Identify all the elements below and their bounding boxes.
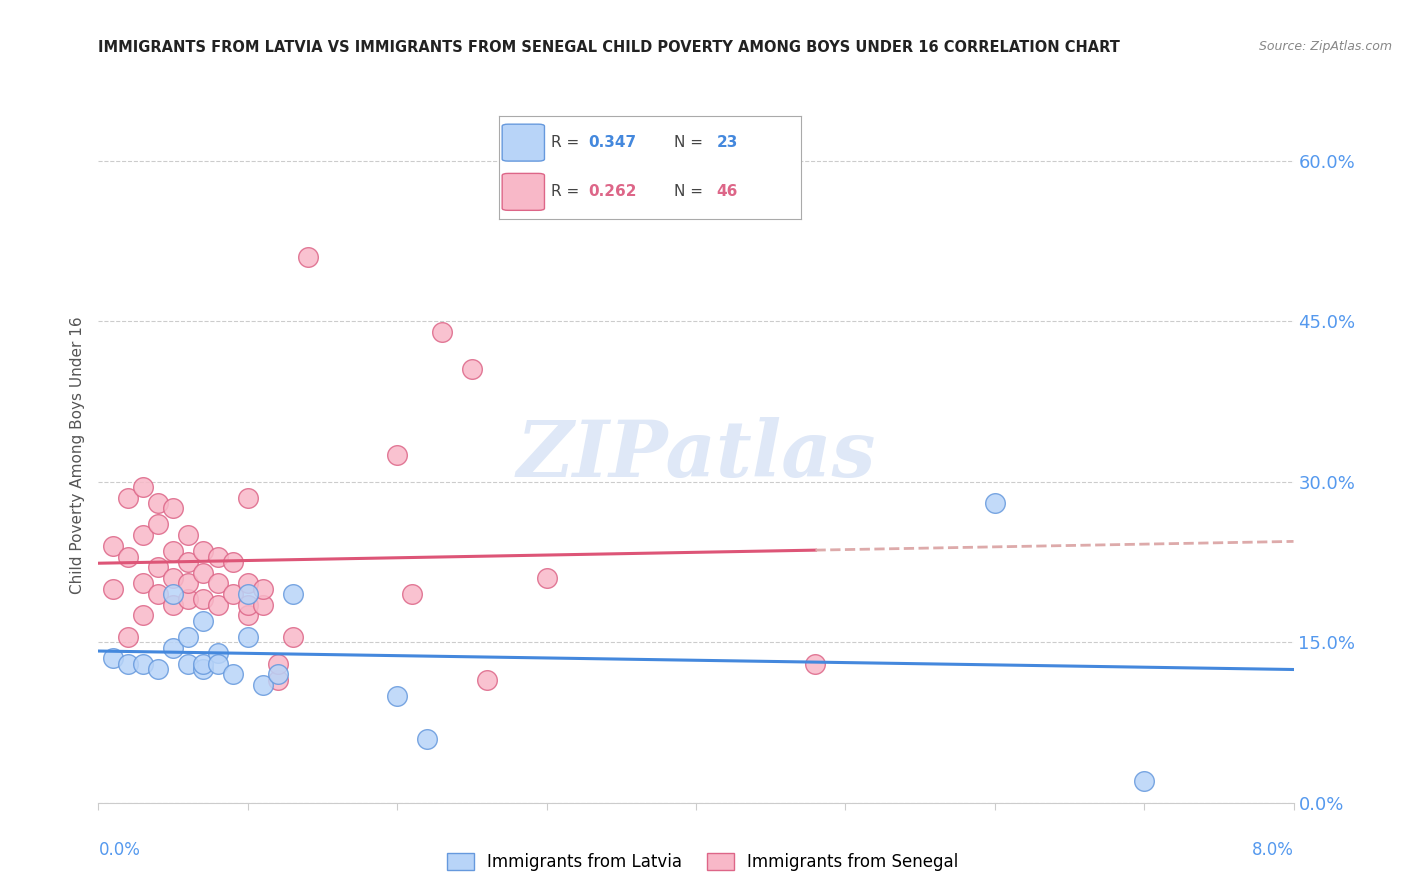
Point — [162, 598, 184, 612]
Point — [804, 657, 827, 671]
Text: 46: 46 — [717, 185, 738, 200]
Point — [191, 614, 214, 628]
Text: N =: N = — [675, 135, 709, 150]
Text: 0.347: 0.347 — [588, 135, 637, 150]
Point — [191, 592, 214, 607]
Point — [983, 496, 1005, 510]
Point — [148, 496, 170, 510]
Point — [148, 560, 170, 574]
Point — [236, 598, 259, 612]
Point — [177, 576, 200, 591]
Point — [162, 501, 184, 516]
Point — [177, 555, 200, 569]
Point — [1133, 774, 1156, 789]
Point — [132, 576, 155, 591]
Point — [236, 491, 259, 505]
Point — [252, 678, 274, 692]
Y-axis label: Child Poverty Among Boys Under 16: Child Poverty Among Boys Under 16 — [70, 316, 86, 594]
Point — [177, 630, 200, 644]
Point — [207, 576, 229, 591]
Point — [207, 646, 229, 660]
Point — [475, 673, 498, 687]
Point — [177, 528, 200, 542]
Text: 0.0%: 0.0% — [98, 841, 141, 859]
Point — [177, 592, 200, 607]
Point — [162, 587, 184, 601]
Point — [385, 689, 409, 703]
Point — [132, 657, 155, 671]
Point — [536, 571, 558, 585]
Point — [191, 662, 214, 676]
Point — [267, 657, 290, 671]
Point — [132, 528, 155, 542]
Point — [297, 250, 319, 264]
Text: 8.0%: 8.0% — [1251, 841, 1294, 859]
Point — [252, 582, 274, 596]
Point — [430, 325, 453, 339]
Point — [385, 448, 409, 462]
Point — [207, 549, 229, 564]
Point — [281, 587, 304, 601]
Point — [236, 576, 259, 591]
Point — [117, 549, 139, 564]
Point — [191, 657, 214, 671]
Point — [132, 480, 155, 494]
Point — [401, 587, 423, 601]
Point — [117, 630, 139, 644]
Point — [117, 491, 139, 505]
Point — [207, 598, 229, 612]
Point — [222, 555, 245, 569]
Point — [162, 640, 184, 655]
Point — [267, 673, 290, 687]
Text: 23: 23 — [717, 135, 738, 150]
Point — [103, 539, 125, 553]
Point — [267, 667, 290, 681]
Point — [148, 662, 170, 676]
Legend: Immigrants from Latvia, Immigrants from Senegal: Immigrants from Latvia, Immigrants from … — [439, 845, 967, 880]
Point — [222, 667, 245, 681]
Text: ZIPatlas: ZIPatlas — [516, 417, 876, 493]
Point — [236, 587, 259, 601]
Point — [461, 362, 484, 376]
Point — [148, 587, 170, 601]
Point — [177, 657, 200, 671]
Point — [162, 571, 184, 585]
FancyBboxPatch shape — [502, 124, 544, 161]
Point — [117, 657, 139, 671]
FancyBboxPatch shape — [502, 173, 544, 211]
Point — [236, 630, 259, 644]
Point — [103, 651, 125, 665]
Point — [252, 598, 274, 612]
Point — [281, 630, 304, 644]
Point — [236, 608, 259, 623]
Text: R =: R = — [551, 185, 583, 200]
Point — [162, 544, 184, 558]
Point — [132, 608, 155, 623]
Text: R =: R = — [551, 135, 583, 150]
Point — [148, 517, 170, 532]
Point — [222, 587, 245, 601]
Point — [416, 731, 439, 746]
Point — [191, 544, 214, 558]
Text: 0.262: 0.262 — [588, 185, 637, 200]
Point — [191, 566, 214, 580]
Point — [207, 657, 229, 671]
Text: N =: N = — [675, 185, 709, 200]
Point — [103, 582, 125, 596]
Text: IMMIGRANTS FROM LATVIA VS IMMIGRANTS FROM SENEGAL CHILD POVERTY AMONG BOYS UNDER: IMMIGRANTS FROM LATVIA VS IMMIGRANTS FRO… — [98, 40, 1121, 55]
Text: Source: ZipAtlas.com: Source: ZipAtlas.com — [1258, 40, 1392, 54]
